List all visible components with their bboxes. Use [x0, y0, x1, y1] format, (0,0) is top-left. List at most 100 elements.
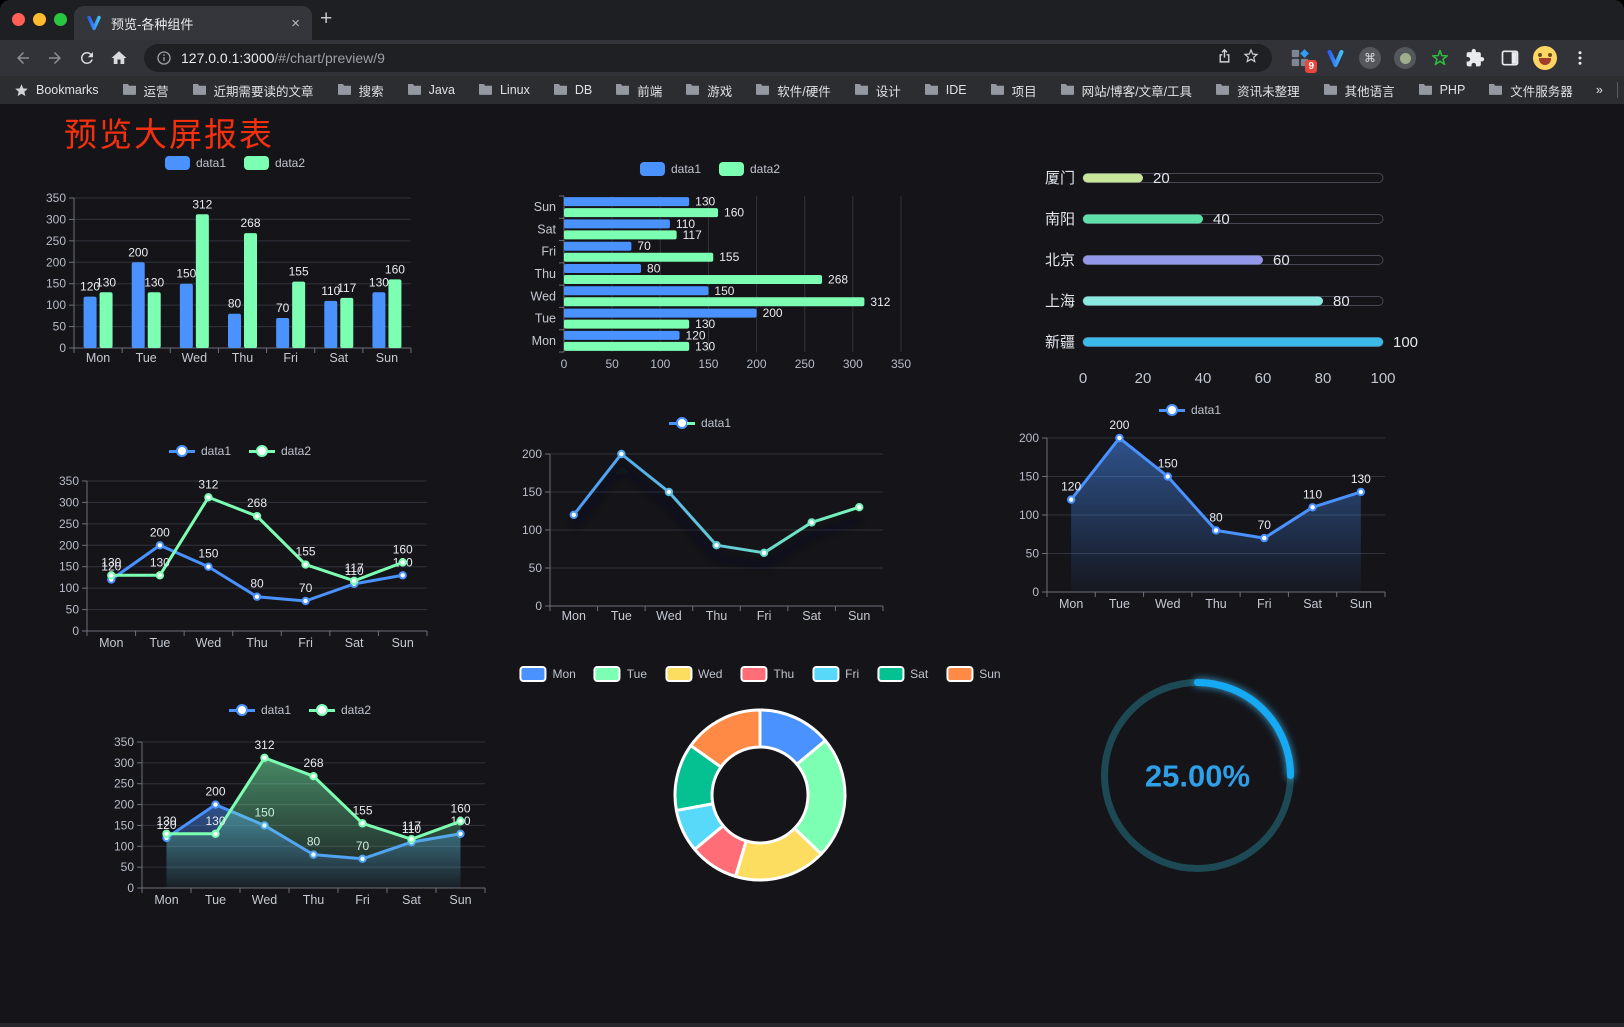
data-point-data1-Mon[interactable] — [569, 510, 578, 520]
donut-chart[interactable]: Mon Tue Wed Thu Fri Sat Sun — [519, 660, 1001, 905]
vue-devtools-icon[interactable] — [1323, 46, 1347, 70]
hbar-data1-Tue[interactable] — [564, 308, 757, 318]
hbar-data2-Fri[interactable] — [564, 252, 714, 262]
bar-data2-Mon[interactable] — [99, 292, 113, 348]
bookmark-folder-游戏[interactable]: 游戏 — [685, 81, 732, 100]
legend-item-data1[interactable]: data1 — [639, 162, 701, 176]
data-point-data1-Fri[interactable] — [1260, 533, 1269, 543]
two-series-line-chart[interactable]: data1 data2 0 50 100 150 200 250 300 350 Mon Tue Wed… — [40, 430, 440, 660]
data-point-data1-Sun[interactable] — [398, 571, 407, 580]
bookmarks-manager-item[interactable]: Bookmarks — [14, 83, 99, 98]
horizontal-bar-chart[interactable]: data1 data2 0 50 100 150 200 250 300 350 Sun 130 160… — [500, 150, 920, 375]
data-point-data2-Tue[interactable] — [211, 829, 220, 838]
hbar-data2-Mon[interactable] — [564, 341, 690, 351]
close-window-button[interactable] — [12, 13, 25, 26]
data-point-data2-Thu[interactable] — [252, 511, 262, 521]
bookmark-folder-Java[interactable]: Java — [407, 82, 455, 98]
data-point-data1-Tue[interactable] — [1115, 433, 1124, 443]
data-point-data2-Thu[interactable] — [309, 772, 318, 781]
data-point-data2-Mon[interactable] — [162, 829, 171, 838]
data-point-data2-Fri[interactable] — [358, 819, 367, 828]
bookmark-folder-运营[interactable]: 运营 — [122, 81, 169, 100]
green-star-extension-icon[interactable] — [1428, 46, 1452, 70]
bar-data2-Sat[interactable] — [340, 297, 354, 348]
legend-item-Sat[interactable]: Sat — [877, 666, 928, 682]
data-point-data1-Mon[interactable] — [1066, 495, 1076, 504]
bookmark-folder-Linux[interactable]: Linux — [478, 82, 530, 98]
sidebar-toggle-icon[interactable] — [1498, 46, 1522, 70]
two-series-area-chart[interactable]: data1 data2 0 50 100 150 200 250 300 350 Mon Tue Wed… — [100, 685, 500, 920]
legend-item-data1[interactable]: data1 — [228, 703, 291, 717]
bar-data1-Mon[interactable] — [83, 296, 97, 348]
bookmark-folder-DB[interactable]: DB — [553, 82, 592, 98]
data-point-data2-Sun[interactable] — [456, 817, 465, 826]
bar-data2-Thu[interactable] — [244, 233, 257, 348]
gauge-ring-chart[interactable]: 25.00% — [1090, 668, 1305, 883]
command-extension-icon[interactable]: ⌘ — [1358, 46, 1382, 70]
data-point-data2-Fri[interactable] — [301, 560, 310, 569]
page-info-icon[interactable] — [156, 50, 172, 66]
bar-data1-Fri[interactable] — [276, 318, 290, 348]
bookmark-star-icon[interactable] — [1242, 47, 1260, 70]
hbar-data1-Fri[interactable] — [564, 241, 632, 251]
bookmark-folder-软件/硬件[interactable]: 软件/硬件 — [755, 81, 831, 100]
legend-item-Fri[interactable]: Fri — [812, 666, 859, 682]
data-point-data1-Sun[interactable] — [1356, 487, 1366, 497]
address-bar[interactable]: 127.0.0.1:3000/#/chart/preview/9 — [144, 44, 1272, 72]
progress-fill-北京[interactable] — [1083, 255, 1263, 265]
bookmark-folder-资讯未整理[interactable]: 资讯未整理 — [1215, 81, 1300, 100]
hbar-data1-Mon[interactable] — [564, 330, 680, 340]
legend-item-data2[interactable]: data2 — [309, 703, 371, 717]
hbar-data1-Thu[interactable] — [564, 264, 642, 273]
data-point-data1-Wed[interactable] — [664, 487, 674, 497]
bookmark-folder-其他语言[interactable]: 其他语言 — [1323, 81, 1395, 100]
data-point-data2-Tue[interactable] — [155, 571, 165, 580]
bookmarks-overflow-chevron[interactable]: » — [1595, 83, 1603, 97]
legend-item-data1[interactable]: data1 — [168, 444, 231, 458]
bar-data1-Thu[interactable] — [228, 313, 241, 348]
hbar-data2-Tue[interactable] — [564, 319, 690, 329]
hbar-data2-Sun[interactable] — [564, 208, 719, 218]
hbar-data2-Thu[interactable] — [564, 275, 823, 284]
recorder-extension-icon[interactable] — [1393, 46, 1417, 70]
legend-item-data1[interactable]: data1 — [668, 416, 731, 430]
data-point-data1-Sat[interactable] — [1308, 503, 1317, 512]
data-point-data1-Tue[interactable] — [617, 449, 626, 459]
zoom-window-button[interactable] — [54, 13, 67, 26]
data-point-data1-Wed[interactable] — [204, 562, 213, 571]
progress-fill-南阳[interactable] — [1083, 214, 1203, 224]
bookmark-folder-文件服务器[interactable]: 文件服务器 — [1488, 81, 1573, 100]
bookmark-folder-PHP[interactable]: PHP — [1418, 82, 1465, 98]
progress-bar-chart[interactable]: 厦门 20 南阳 40 北京 60 上海 80 新疆 100 0 20 40 60 80 100 — [1000, 155, 1425, 390]
bookmark-folder-设计[interactable]: 设计 — [854, 81, 901, 100]
extensions-puzzle-icon[interactable] — [1463, 46, 1487, 70]
tab-close-icon[interactable]: × — [291, 14, 300, 32]
bar-data1-Sun[interactable] — [372, 292, 386, 348]
data-point-data2-Mon[interactable] — [107, 571, 116, 580]
data-point-data2-Wed[interactable] — [204, 493, 213, 502]
data-point-data1-Fri[interactable] — [301, 596, 310, 606]
hbar-data1-Wed[interactable] — [564, 286, 709, 296]
back-icon[interactable] — [8, 44, 38, 72]
data-point-data1-Thu[interactable] — [1211, 526, 1221, 535]
data-point-data2-Wed[interactable] — [260, 753, 269, 763]
hbar-data2-Sat[interactable] — [564, 230, 677, 240]
legend-item-Wed[interactable]: Wed — [665, 666, 722, 682]
bar-data1-Tue[interactable] — [131, 262, 145, 348]
new-tab-button[interactable]: + — [320, 7, 333, 30]
legend-item-Thu[interactable]: Thu — [740, 666, 794, 682]
data-point-data2-Sun[interactable] — [398, 558, 407, 567]
legend-item-Tue[interactable]: Tue — [593, 666, 647, 682]
hbar-data2-Wed[interactable] — [564, 297, 865, 307]
progress-fill-新疆[interactable] — [1083, 337, 1383, 347]
share-icon[interactable] — [1216, 47, 1233, 69]
donut-segment-Sun[interactable] — [689, 708, 762, 769]
legend-item-data1[interactable]: data1 — [1158, 403, 1221, 417]
minimize-window-button[interactable] — [33, 13, 46, 26]
legend-item-data2[interactable]: data2 — [249, 444, 311, 458]
data-point-data1-Thu[interactable] — [252, 592, 262, 601]
menu-icon[interactable] — [1568, 46, 1592, 70]
bookmark-folder-搜索[interactable]: 搜索 — [337, 81, 384, 100]
browser-tab[interactable]: 预览-各种组件 × — [74, 6, 312, 40]
area-line-chart[interactable]: data1 0 50 100 150 200 Mon Tue Wed Thu Fri Sat Sun 12… — [980, 385, 1400, 620]
